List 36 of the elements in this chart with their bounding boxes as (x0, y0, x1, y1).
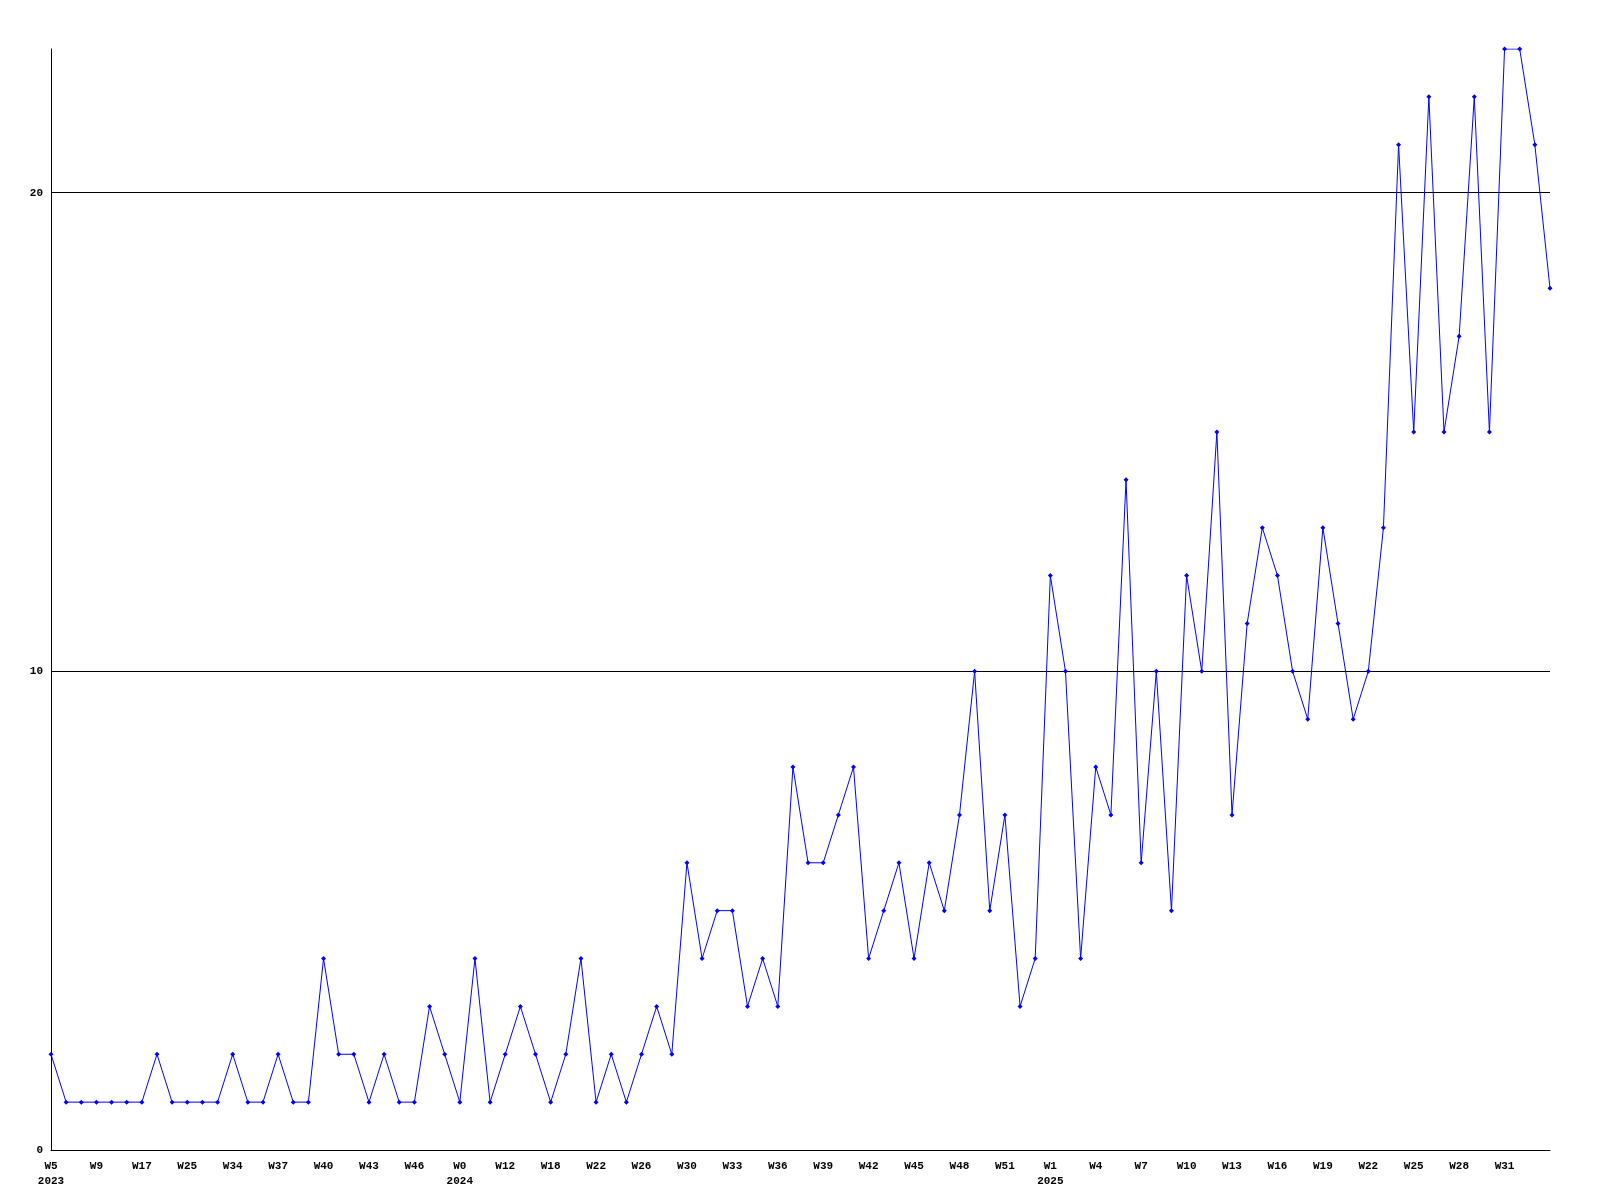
x-tick-label: W48 (949, 1159, 970, 1172)
x-tick-label: W31 (1494, 1159, 1515, 1172)
x-tick-label: W16 (1267, 1159, 1288, 1172)
x-tick-label: W36 (767, 1159, 788, 1172)
x-tick-label: W42 (858, 1159, 879, 1172)
x-tick-label: W0 2024 (446, 1159, 474, 1187)
x-tick-label: W26 (631, 1159, 652, 1172)
x-tick-label: W4 (1089, 1159, 1103, 1172)
x-tick-label: W30 (677, 1159, 697, 1172)
x-tick-label: W43 (359, 1159, 380, 1172)
y-tick-label: 0 (36, 1144, 43, 1156)
x-tick-label: W46 (404, 1159, 425, 1172)
x-tick-label: W9 (89, 1159, 104, 1172)
x-tick-label: W10 (1176, 1159, 1197, 1172)
x-tick-label: W37 (268, 1159, 289, 1172)
x-tick-label: W34 (222, 1159, 243, 1172)
x-tick-label: W25 (177, 1159, 198, 1172)
x-tick-label: W13 (1222, 1159, 1243, 1172)
x-tick-label: W22 (586, 1159, 606, 1172)
y-tick-label: 10 (29, 665, 43, 678)
x-tick-label: W19 (1312, 1159, 1333, 1172)
x-tick-label: W28 (1449, 1159, 1470, 1172)
x-tick-label: W18 (540, 1159, 561, 1172)
x-tick-label: W39 (813, 1159, 834, 1172)
x-tick-label: W45 (904, 1159, 925, 1172)
x-tick-label: W12 (495, 1159, 516, 1172)
x-tick-label: W17 (131, 1159, 152, 1172)
x-tick-label: W1 2025 (1037, 1159, 1064, 1187)
x-tick-label: W25 (1403, 1159, 1425, 1172)
x-tick-label: W22 (1358, 1159, 1379, 1172)
x-tick-label: W33 (722, 1159, 743, 1172)
x-tick-label: W51 (995, 1159, 1016, 1172)
x-tick-label: W40 (313, 1159, 334, 1172)
x-tick-label: W7 (1134, 1159, 1148, 1172)
y-tick-label: 20 (29, 186, 43, 199)
x-tick-label: W5 2023 (37, 1159, 65, 1187)
